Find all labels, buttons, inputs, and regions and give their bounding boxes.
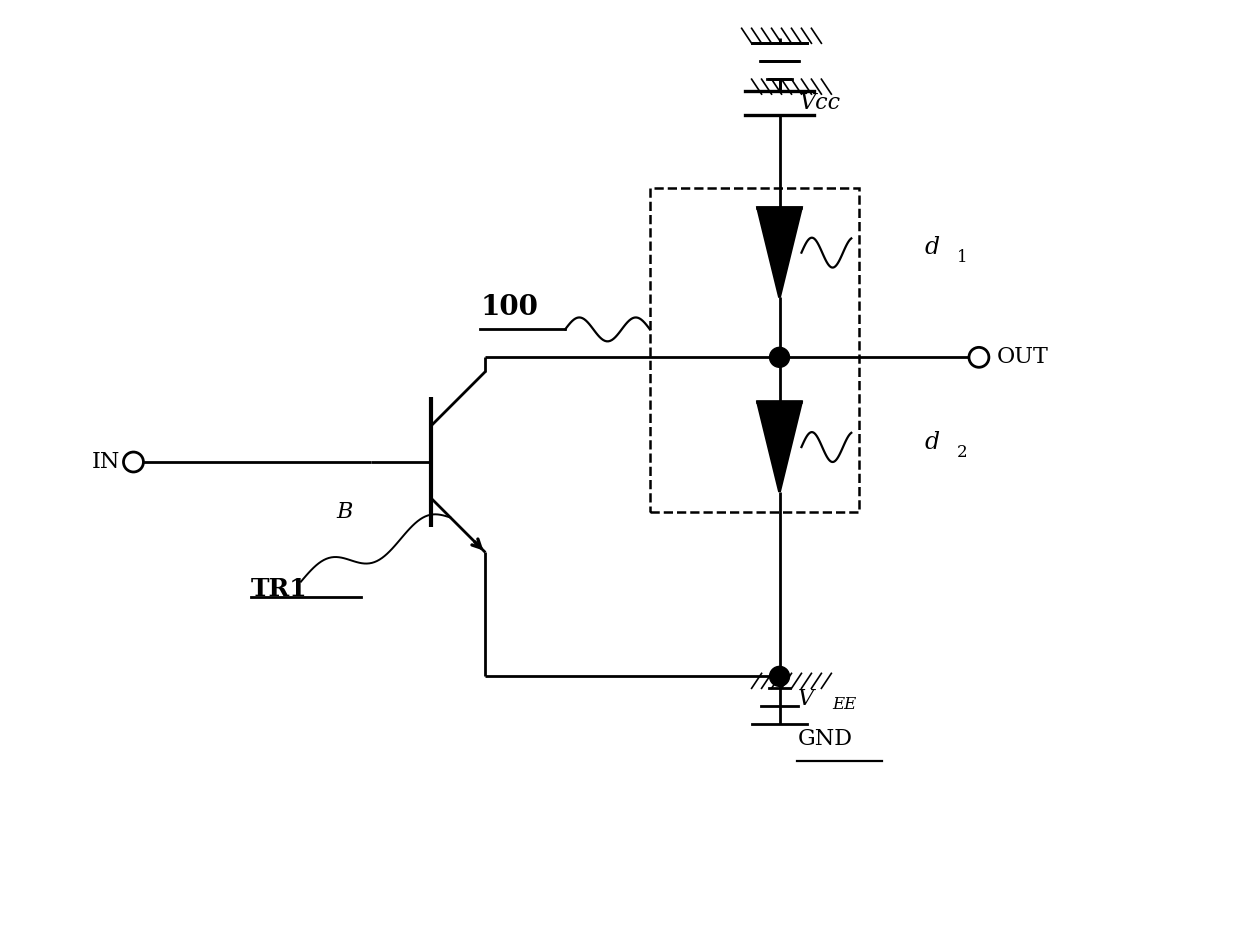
- Text: TR1: TR1: [252, 577, 308, 601]
- Text: IN: IN: [92, 451, 120, 473]
- Text: 100: 100: [480, 294, 538, 321]
- Text: OUT: OUT: [997, 347, 1049, 368]
- Text: 2: 2: [957, 443, 967, 461]
- Circle shape: [968, 348, 988, 367]
- Text: V: V: [797, 689, 813, 710]
- Circle shape: [770, 667, 790, 686]
- Text: B: B: [336, 501, 352, 523]
- Text: EE: EE: [832, 696, 857, 713]
- Polygon shape: [758, 208, 801, 298]
- Text: 1: 1: [957, 249, 967, 266]
- Polygon shape: [758, 402, 801, 492]
- Text: d: d: [924, 430, 939, 453]
- Circle shape: [124, 452, 144, 472]
- Circle shape: [770, 348, 790, 367]
- Text: GND: GND: [797, 729, 852, 750]
- Text: Vcc: Vcc: [800, 92, 841, 114]
- Text: d: d: [924, 236, 939, 260]
